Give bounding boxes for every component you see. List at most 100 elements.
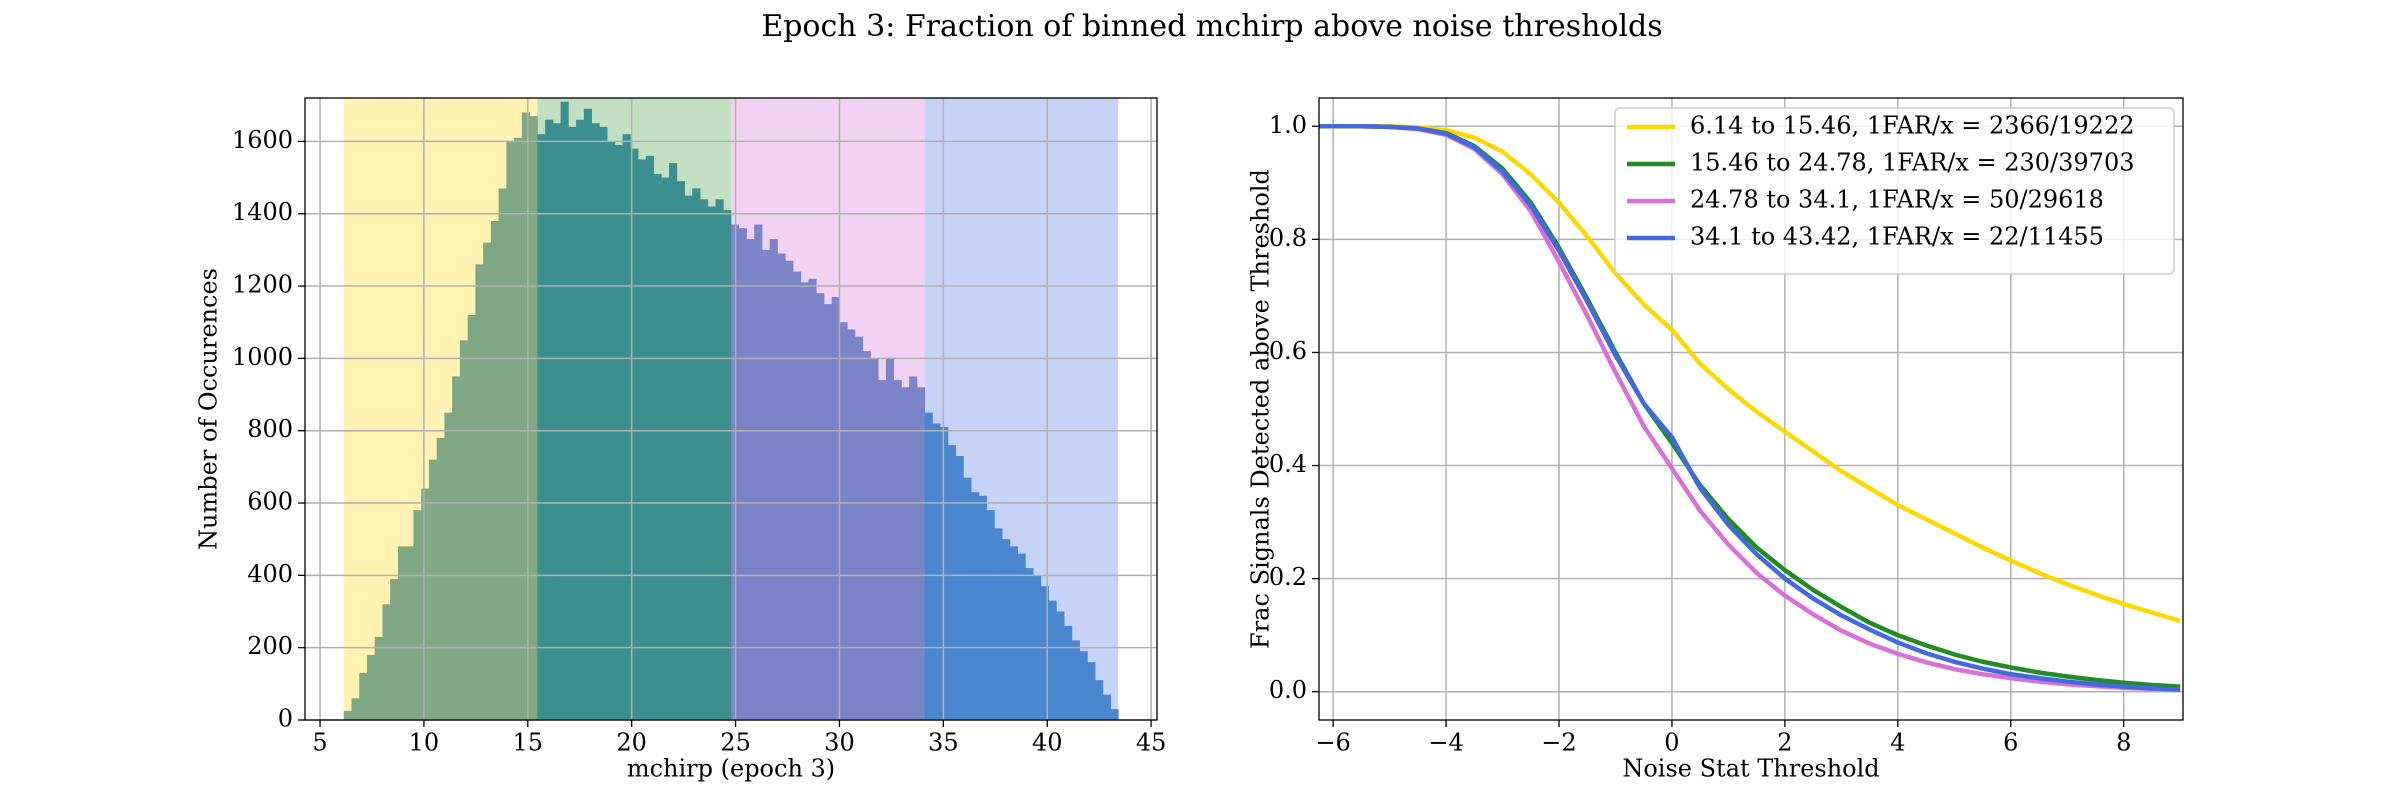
histogram-bar [521, 112, 531, 721]
histogram-bar [576, 119, 585, 720]
histogram-bar [1056, 611, 1065, 720]
y-tick-label: 1200 [232, 271, 293, 299]
histogram-bar [397, 546, 407, 720]
histogram-bar [978, 495, 987, 720]
axes-frame [304, 97, 1158, 721]
histogram-bar [816, 293, 825, 720]
histogram-bar [885, 358, 895, 720]
histogram-bar [614, 145, 623, 721]
x-tick-label: 45 [1136, 729, 1167, 757]
y-tick-label: 0.2 [1269, 563, 1307, 591]
histogram-bar [1071, 640, 1080, 720]
x-tick-label: 0 [1664, 729, 1679, 757]
histogram-bar [700, 199, 709, 721]
y-tick-label: 0.0 [1269, 676, 1307, 704]
y-tick-label: 1000 [232, 343, 293, 371]
histogram-bar [514, 137, 523, 721]
histogram-bar [560, 101, 569, 721]
y-tick-label: 800 [247, 415, 293, 443]
y-tick-label: 1400 [232, 198, 293, 226]
x-tick-label: −6 [1315, 729, 1350, 757]
histogram-bar [932, 423, 941, 720]
y-tick-label: 0.4 [1269, 450, 1307, 478]
histogram-bar [498, 188, 507, 720]
histogram-bar [707, 206, 716, 720]
histogram-bar [421, 488, 430, 720]
histogram-bar [1025, 568, 1034, 720]
histogram-bar [413, 510, 422, 720]
x-tick-label: 4 [1890, 729, 1905, 757]
histogram-bar [901, 387, 910, 720]
histogram-bar [459, 340, 469, 720]
histogram-bar [792, 271, 802, 720]
histogram-bar [777, 253, 786, 720]
histogram-bar [428, 459, 438, 720]
histogram-bar [1017, 553, 1026, 720]
histogram-bar [483, 242, 492, 720]
x-tick-label: 40 [1032, 729, 1063, 757]
x-tick-label: −4 [1428, 729, 1463, 757]
histogram-bar [475, 264, 484, 720]
histogram-bar [436, 437, 445, 720]
histogram-bar [684, 195, 693, 721]
histogram-bar [374, 636, 383, 720]
x-tick-label: 10 [409, 729, 440, 757]
histogram-bar [669, 163, 678, 720]
histogram-bar [1102, 694, 1111, 720]
x-tick-label: 8 [2116, 729, 2131, 757]
y-tick-label: 0.8 [1269, 224, 1307, 252]
histogram-bar [1048, 600, 1057, 720]
x-axis-label: Noise Stat Threshold [1622, 755, 1879, 783]
histogram-bar [382, 604, 391, 720]
histogram-bar [831, 296, 840, 720]
histogram-bar [847, 329, 856, 720]
y-axis-label: Frac Signals Detected above Threshold [1247, 169, 1275, 649]
histogram-bar [537, 134, 546, 721]
histogram-bar [552, 123, 561, 720]
y-axis-label: Number of Occurences [195, 268, 223, 550]
x-tick-label: 5 [312, 729, 327, 757]
histogram-bar [351, 698, 360, 720]
histogram-bar [963, 477, 972, 720]
histogram-bar [622, 134, 631, 721]
histogram-bar [599, 126, 608, 720]
histogram-bar [452, 376, 461, 720]
histogram-bar [940, 427, 949, 720]
legend-label: 34.1 to 43.42, 1FAR/x = 22/11455 [1690, 223, 2104, 251]
histogram-bar [1009, 546, 1018, 720]
legend-label: 6.14 to 15.46, 1FAR/x = 2366/19222 [1690, 112, 2135, 140]
histogram-bar [653, 173, 662, 720]
x-tick-label: 35 [928, 729, 959, 757]
histogram-bar [761, 249, 771, 720]
x-tick-label: 15 [513, 729, 544, 757]
axes-frame [1318, 97, 2184, 721]
histogram-bar [529, 116, 538, 720]
histogram-bar [1002, 539, 1011, 720]
histogram-bar [738, 228, 747, 721]
line [1319, 124, 2181, 692]
histogram-bar [390, 578, 399, 720]
histogram-bar [769, 239, 778, 720]
legend-label: 24.78 to 34.1, 1FAR/x = 50/29618 [1690, 186, 2104, 214]
histogram-bar [1095, 680, 1104, 720]
histogram-bar [715, 199, 724, 721]
histogram-bar [870, 358, 879, 720]
histogram-bar [490, 220, 500, 720]
histogram-bar [1064, 625, 1073, 720]
histogram-bar [568, 126, 577, 720]
histogram-bar [994, 528, 1003, 720]
figure-title: Epoch 3: Fraction of binned mchirp above… [761, 9, 1662, 44]
histogram-bar [545, 119, 554, 720]
legend-box [1614, 107, 2175, 275]
histogram-bar [746, 239, 755, 720]
histogram-bar [645, 155, 654, 720]
histogram-bar [854, 336, 864, 720]
histogram-bar [955, 456, 964, 720]
histogram-bar [1079, 651, 1088, 720]
histogram-bar [359, 672, 368, 720]
histogram-bar [986, 510, 995, 720]
histogram-bar [630, 148, 639, 720]
y-tick-label: 400 [247, 560, 293, 588]
histogram-bar [467, 314, 476, 720]
